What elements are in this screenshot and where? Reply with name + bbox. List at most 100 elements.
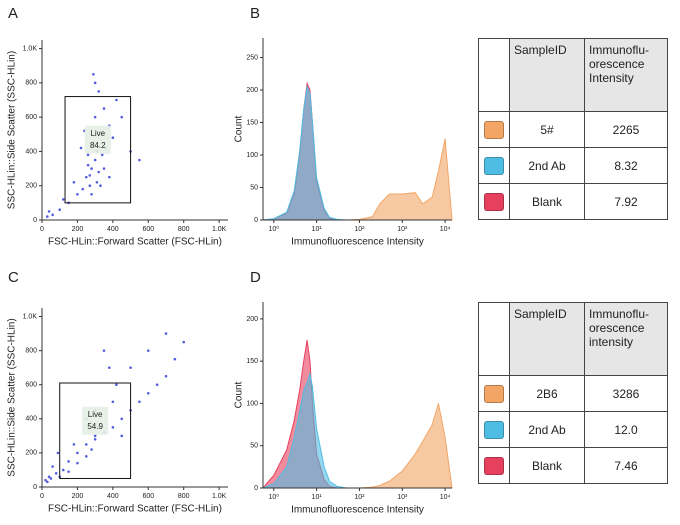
event-dot: [173, 357, 177, 361]
panel-label: A: [8, 5, 18, 22]
gate-percent: 54.9: [87, 422, 103, 431]
sample-name: 2B6: [509, 375, 585, 412]
table-row: 5# 2265: [478, 111, 668, 148]
event-dot: [51, 213, 54, 217]
event-dot: [56, 451, 60, 455]
event-dot: [54, 472, 58, 475]
event-dot: [93, 437, 97, 441]
header-cell: Immunoflu-orescence intensity: [584, 302, 668, 376]
panel-label: B: [250, 5, 260, 22]
y-tick-label: 0: [254, 217, 258, 224]
event-dot: [138, 400, 141, 404]
intensity-value: 3286: [584, 375, 668, 412]
x-tick-label: 10¹: [312, 226, 323, 233]
y-tick-label: 250: [246, 54, 258, 61]
event-dot: [164, 374, 168, 378]
header-cell: Immunoflu-orescence Intensity: [584, 38, 668, 112]
y-tick-label: 50: [250, 184, 258, 191]
sample-name: Blank: [509, 183, 585, 220]
table-row: 2nd Ab 8.32: [478, 147, 668, 184]
event-dot: [79, 146, 83, 150]
event-dot: [76, 461, 79, 465]
event-dot: [97, 90, 100, 93]
event-dot: [93, 81, 97, 85]
x-tick-label: 800: [178, 493, 190, 500]
event-dot: [76, 192, 79, 196]
y-tick-label: 800: [25, 80, 37, 87]
event-dot: [155, 383, 159, 387]
event-dot: [182, 340, 186, 344]
table-header-row: SampleID Immunoflu-orescence intensity: [478, 302, 668, 376]
x-tick-label: 200: [72, 226, 84, 233]
swatch-cell: [478, 411, 510, 448]
gate-label-box: [82, 406, 109, 435]
event-dot: [99, 184, 102, 188]
event-dot: [146, 349, 150, 352]
event-dot: [93, 158, 97, 162]
event-dot: [129, 366, 132, 369]
gate-name: Live: [90, 129, 105, 138]
event-dot: [92, 72, 95, 76]
event-dot: [72, 443, 76, 446]
gate-label-box: [84, 125, 111, 154]
sample-name: Blank: [509, 447, 585, 484]
panel: C Live 54.9 0 200 400 600 800 1.0K 0 200 400 600 800 1…: [7, 269, 228, 515]
x-tick-label: 200: [72, 493, 84, 500]
event-dot: [120, 417, 124, 421]
y-tick-label: 600: [25, 114, 37, 121]
event-dot: [58, 208, 62, 212]
x-axis-title: FSC-HLin::Forward Scatter (FSC-HLin): [48, 504, 222, 515]
histogram-area: [262, 84, 452, 221]
panel: B 10⁰ 10¹ 10² 10³ 10⁴ 0 50 100 150 200 250 Immunoflu…: [234, 5, 453, 248]
event-dot: [61, 198, 65, 201]
x-axis-title: Immunofluorescence Intensity: [291, 505, 424, 516]
event-dot: [120, 115, 124, 119]
event-dot: [111, 136, 115, 140]
x-tick-label: 10³: [397, 494, 408, 501]
x-tick-label: 10⁴: [440, 494, 451, 501]
intensity-value: 2265: [584, 111, 668, 148]
event-dot: [102, 349, 106, 352]
x-axis-title: Immunofluorescence Intensity: [291, 237, 424, 248]
y-tick-label: 0: [254, 485, 258, 492]
table-header-row: SampleID Immunoflu-orescence Intensity: [478, 38, 668, 112]
event-dot: [146, 391, 150, 395]
x-tick-label: 10²: [354, 226, 365, 233]
y-tick-label: 1.0K: [23, 313, 38, 320]
swatch-cell: [478, 375, 510, 412]
x-tick-label: 400: [107, 493, 119, 500]
table-row: Blank 7.46: [478, 447, 668, 484]
event-dot: [97, 170, 100, 174]
event-dot: [100, 153, 104, 157]
x-tick-label: 1.0K: [212, 226, 227, 233]
event-dot: [72, 180, 76, 184]
event-dot: [93, 434, 97, 438]
x-tick-label: 400: [107, 226, 119, 233]
y-tick-label: 400: [25, 148, 37, 155]
legend-swatch: [484, 120, 504, 139]
event-dot: [49, 477, 53, 480]
y-tick-label: 600: [25, 382, 37, 389]
header-cell: SampleID: [509, 302, 585, 376]
event-dot: [67, 470, 70, 473]
event-dot: [84, 175, 88, 179]
event-dot: [138, 158, 141, 162]
event-dot: [84, 443, 88, 446]
event-dot: [61, 468, 65, 472]
event-dot: [115, 98, 118, 102]
event-dot: [88, 184, 92, 188]
event-dot: [46, 215, 49, 218]
x-tick-label: 600: [142, 493, 154, 500]
sample-name: 2nd Ab: [509, 411, 585, 448]
y-tick-label: 200: [246, 316, 258, 323]
event-dot: [102, 107, 106, 110]
event-dot: [47, 475, 51, 479]
panel-label: D: [250, 269, 261, 286]
x-tick-label: 1.0K: [212, 493, 227, 500]
x-tick-label: 10³: [397, 226, 408, 233]
event-dot: [44, 478, 47, 482]
y-tick-label: 150: [246, 119, 258, 126]
event-dot: [164, 332, 168, 335]
